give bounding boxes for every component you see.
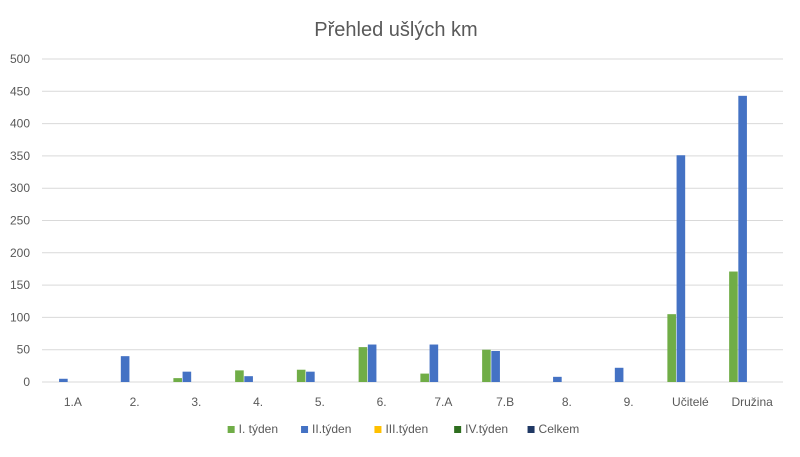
y-tick-label: 350 [10,149,30,163]
legend-item: I. týden [227,422,278,436]
bar [676,155,686,382]
bar [367,344,377,382]
y-tick-label: 200 [10,246,30,260]
legend-label: Celkem [539,422,580,436]
legend: I. týden II.týden III.týden IV.týden Celkem [227,422,580,436]
bars [59,95,747,383]
y-tick-label: 400 [10,117,30,131]
legend-label: II.týden [312,422,351,436]
x-tick-label: 6. [377,395,387,409]
x-tick-label: 9. [624,395,634,409]
bar [358,347,368,382]
bar [667,314,676,382]
bar [738,95,747,383]
bar [614,367,624,382]
bar [729,271,738,382]
legend-label: IV.týden [465,422,508,436]
x-tick-label: 3. [191,395,201,409]
x-tick-label: 2. [130,395,140,409]
x-tick-label: 8. [562,395,572,409]
x-tick-label: Učitelé [672,395,709,409]
bar [420,373,429,382]
y-tick-label: 300 [10,181,30,195]
bar [491,350,500,382]
bar [235,370,244,382]
bar [244,376,253,382]
bar [173,378,182,382]
x-tick-label: 7.B [496,395,514,409]
legend-item: Celkem [527,422,580,436]
legend-label: III.týden [385,422,428,436]
bar [296,369,306,382]
y-tick-label: 500 [10,52,30,66]
y-tick-label: 250 [10,214,30,228]
y-tick-label: 100 [10,310,30,324]
bar [182,371,192,382]
x-axis-categories: 1.A 2. 3. 4. 5. 6. 7.A 7.B 8. 9. Učitelé Družina [64,395,773,409]
x-tick-label: 1.A [64,395,82,409]
chart-title: Přehled ušlých km [314,19,477,41]
legend-swatch [227,426,235,433]
x-tick-label: 4. [253,395,263,409]
bar [59,378,68,382]
y-axis-ticks: 0 50 100 150 200 250 300 350 400 450 500 [10,52,30,389]
legend-item: IV.týden [454,422,508,436]
bar [482,349,491,382]
bar [306,371,315,382]
legend-swatch [527,426,535,433]
legend-item: III.týden [374,422,428,436]
bar [120,356,130,382]
bar [429,344,439,382]
y-tick-label: 450 [10,84,30,98]
y-tick-label: 0 [23,375,30,389]
bar [553,376,562,382]
x-tick-label: 7.A [434,395,452,409]
legend-swatch [301,426,309,433]
y-tick-label: 50 [17,343,31,357]
legend-swatch [374,426,382,433]
x-tick-label: 5. [315,395,325,409]
legend-label: I. týden [239,422,278,436]
y-tick-label: 150 [10,278,30,292]
x-tick-label: Družina [731,395,773,409]
legend-swatch [454,426,462,433]
gridlines [42,58,783,383]
legend-item: II.týden [301,422,351,436]
